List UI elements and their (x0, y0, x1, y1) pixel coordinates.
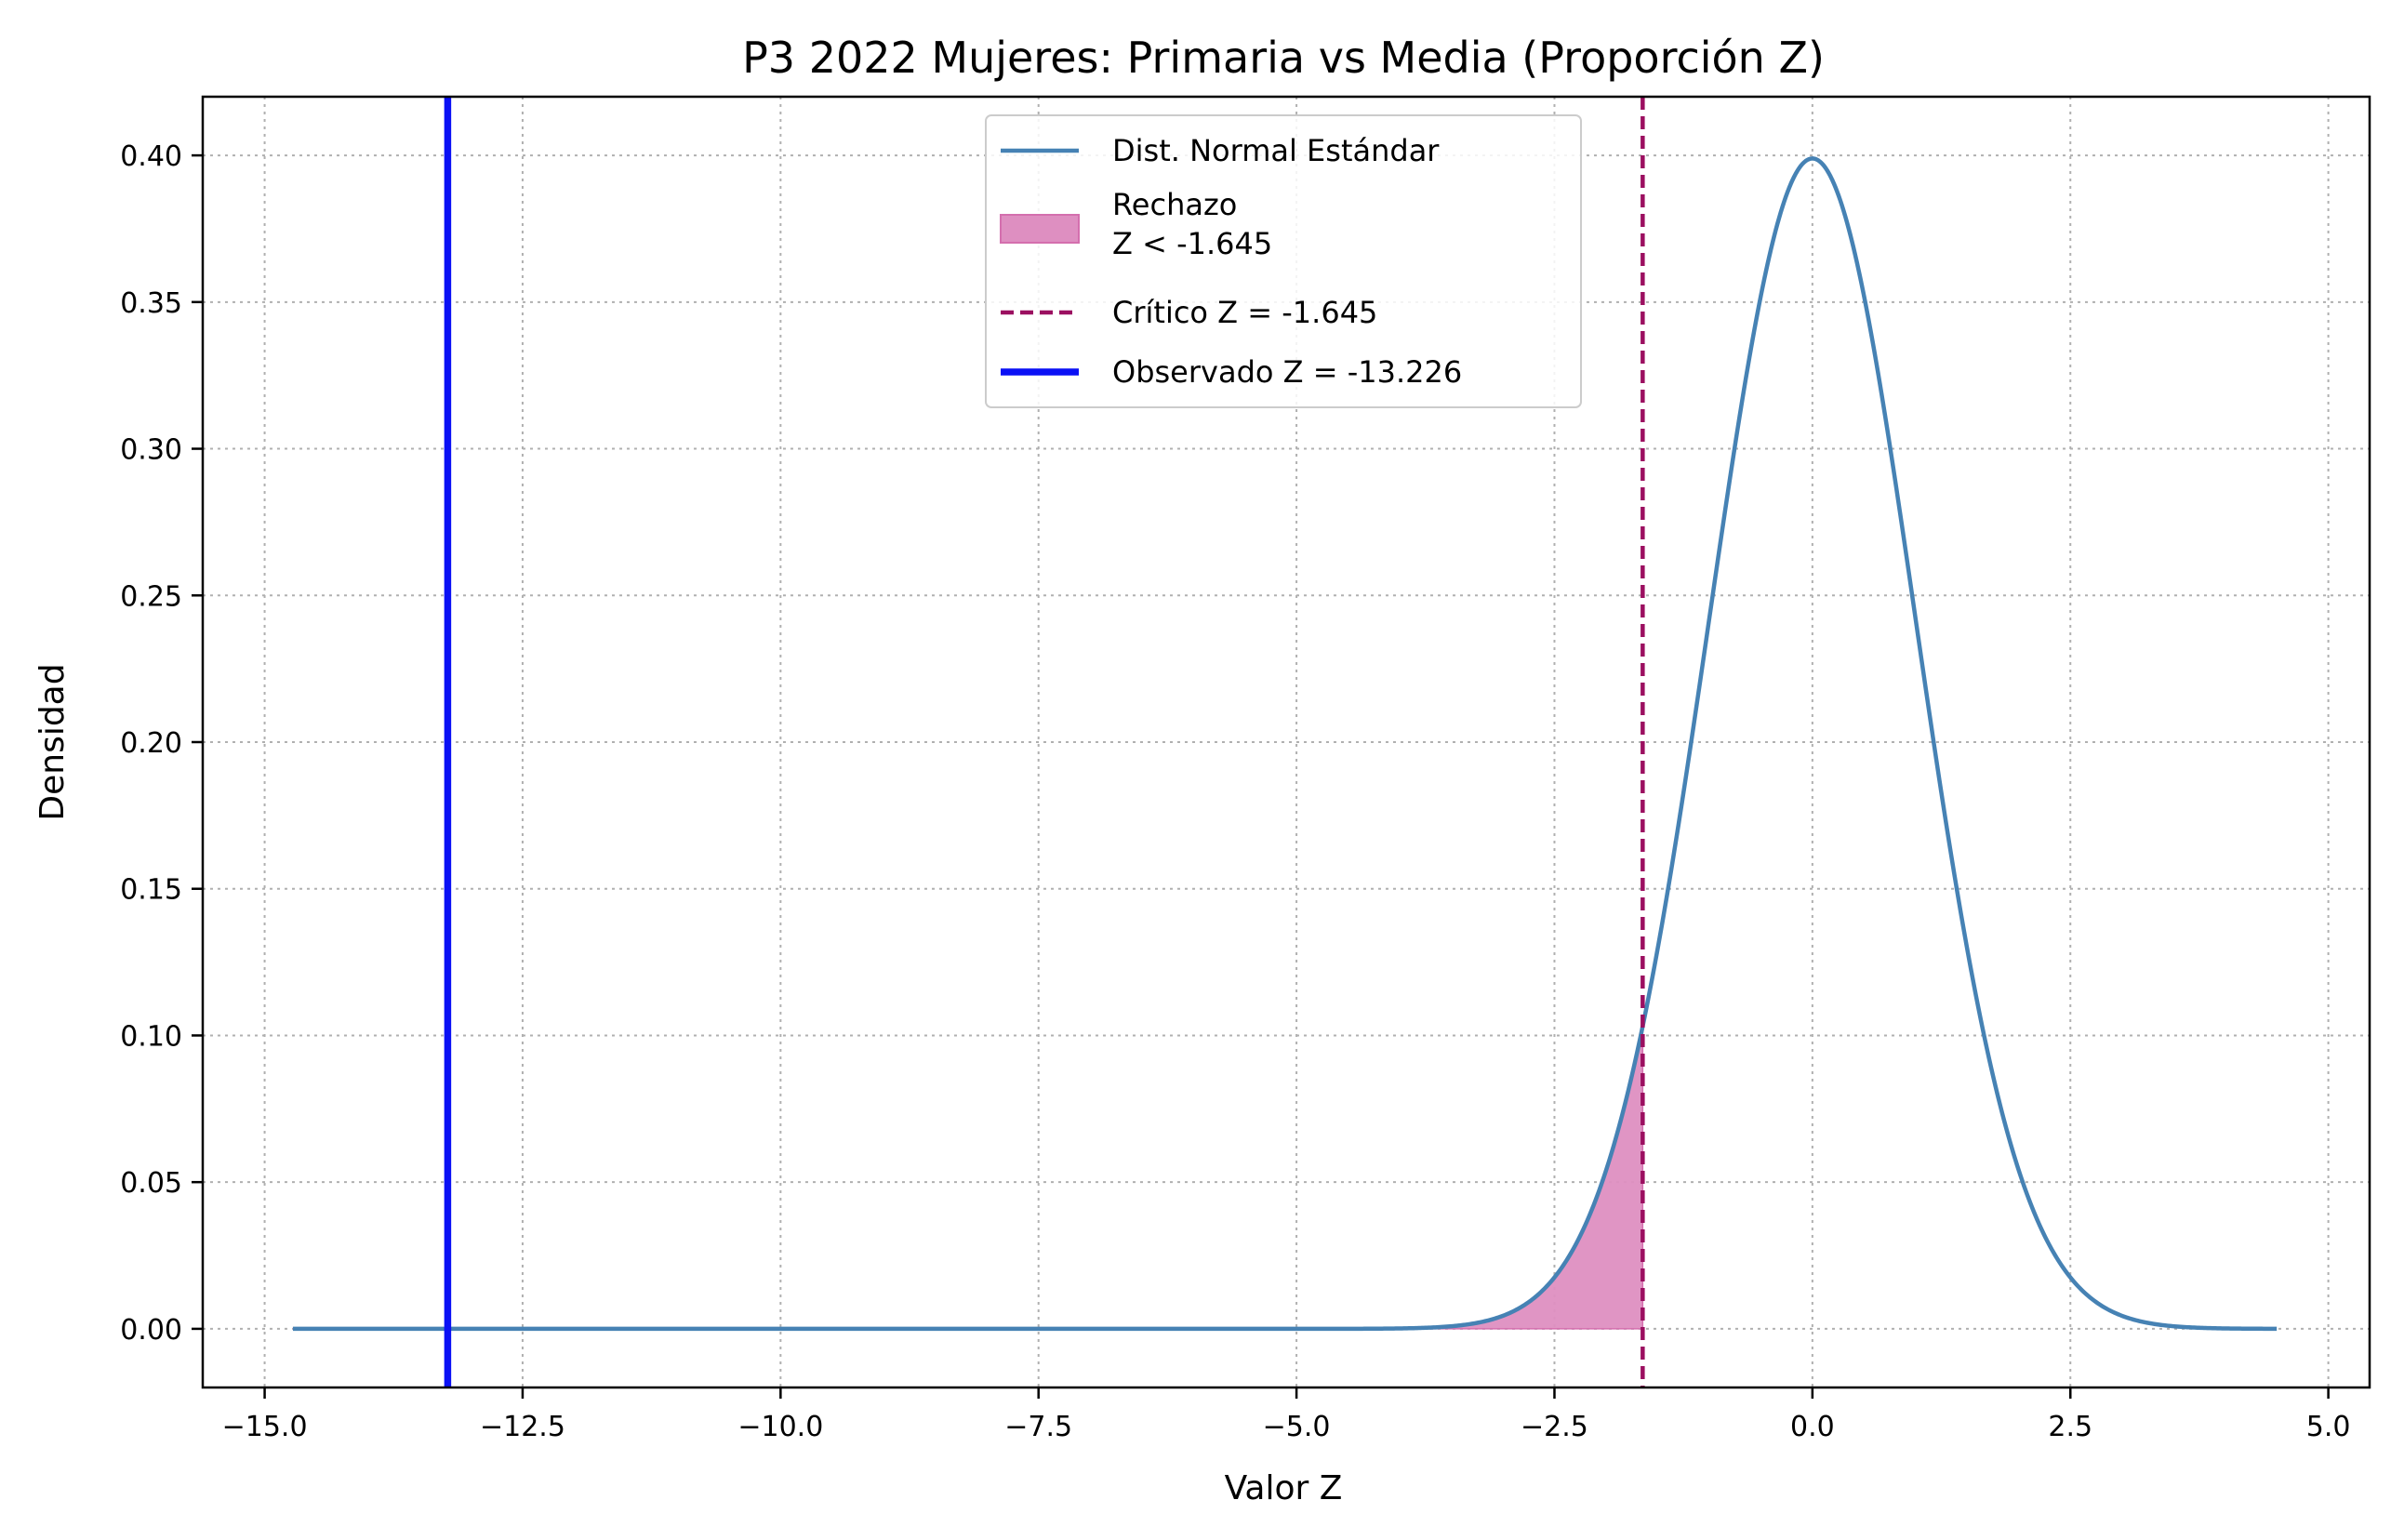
y-axis-label: Densidad (33, 663, 72, 820)
x-tick-label: 5.0 (2306, 1411, 2351, 1443)
normal-distribution-curve (292, 156, 2278, 1332)
y-tick-label: 0.25 (120, 580, 182, 613)
legend-label-rejection: Z < -1.645 (1112, 226, 1272, 261)
y-tick-label: 0.00 (120, 1314, 182, 1347)
x-tick-label: −7.5 (1004, 1411, 1072, 1443)
legend-label-rejection: Rechazo (1112, 187, 1237, 222)
y-tick-label: 0.10 (120, 1020, 182, 1053)
legend: Dist. Normal Estándar Rechazo Z < -1.645 Cr… (985, 114, 1582, 408)
y-tick-label: 0.40 (120, 140, 182, 173)
y-tick-label: 0.20 (120, 727, 182, 760)
legend-box (985, 114, 1582, 408)
x-tick-label: −12.5 (480, 1411, 565, 1443)
y-tick-label: 0.35 (120, 287, 182, 320)
x-tick-label: −15.0 (222, 1411, 308, 1443)
x-tick-label: −2.5 (1521, 1411, 1588, 1443)
y-axis: 0.00 0.05 0.10 0.15 0.20 0.25 0.30 0.35 0.40 (120, 140, 203, 1347)
legend-label-normal: Dist. Normal Estándar (1112, 133, 1440, 168)
plot-area (292, 97, 2278, 1387)
chart-title: P3 2022 Mujeres: Primaria vs Media (Prop… (742, 33, 1825, 83)
y-tick-label: 0.30 (120, 434, 182, 467)
x-axis-label: Valor Z (1225, 1469, 1343, 1507)
y-tick-label: 0.05 (120, 1167, 182, 1200)
x-tick-label: −5.0 (1263, 1411, 1331, 1443)
legend-handle-rejection (1000, 214, 1080, 244)
x-tick-label: 0.0 (1790, 1411, 1835, 1443)
x-axis: −15.0 −12.5 −10.0 −7.5 −5.0 −2.5 0.0 2.5 5.0 (222, 1387, 2351, 1443)
legend-label-observed: Observado Z = -13.226 (1112, 354, 1462, 390)
x-tick-label: −10.0 (737, 1411, 823, 1443)
legend-label-critical: Crítico Z = -1.645 (1112, 295, 1377, 330)
y-tick-label: 0.15 (120, 874, 182, 907)
x-tick-label: 2.5 (2048, 1411, 2092, 1443)
